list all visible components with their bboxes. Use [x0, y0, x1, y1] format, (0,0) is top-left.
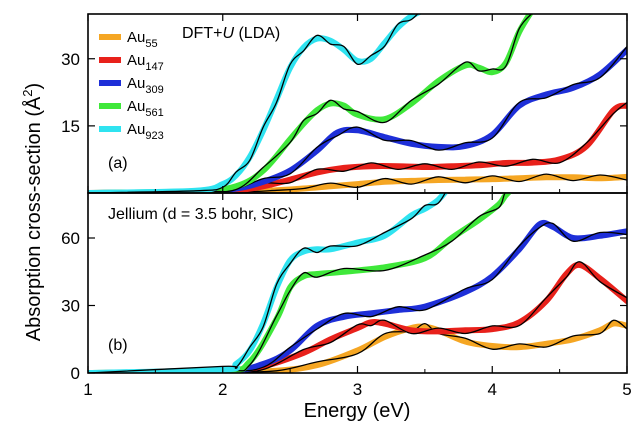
series-au309-raw-line	[88, 46, 627, 193]
x-tick-label: 3	[353, 380, 362, 399]
series-au561-raw-line	[88, 193, 506, 373]
series-au147-raw-line	[88, 261, 627, 373]
panel-b: 1 2 3 4 5 0 30 60 (b) Jellium (d = 3.5 bohr, SI…	[61, 192, 632, 399]
x-tick-label: 1	[83, 380, 92, 399]
y-axis-label-close: )	[23, 83, 45, 90]
panel-a-title-prefix: DFT+	[182, 25, 222, 42]
y-tick-label: 30	[61, 50, 80, 69]
legend-label-au309: Au309	[127, 75, 164, 96]
series-au923-raw-line	[88, 14, 419, 193]
series-au309-line	[88, 219, 627, 373]
y-tick-label: 15	[61, 117, 80, 136]
y-axis-label-superscript: 2	[20, 89, 35, 96]
panel-b-title: Jellium (d = 3.5 bohr, SIC)	[108, 206, 293, 223]
series-au923-raw-line	[88, 193, 446, 373]
legend-label-au561: Au561	[127, 98, 164, 119]
panel-a-label: (a)	[108, 155, 128, 172]
y-tick-label: 60	[61, 229, 80, 248]
legend-label-au55: Au55	[127, 29, 158, 50]
series-au55-raw-line	[88, 173, 627, 193]
series-au147-line	[88, 102, 627, 193]
panel-a: 15 30 (a) DFT+U (LDA) Au55Au147Au309Au561…	[61, 13, 628, 194]
x-axis-label: Energy (eV)	[304, 400, 411, 422]
y-axis-label: Absorption cross-section (Å2)	[20, 83, 45, 341]
legend-label-au147: Au147	[127, 52, 164, 73]
series-au561-line	[88, 193, 513, 373]
series-au309-raw-line	[88, 222, 627, 373]
series-au309-line	[88, 46, 627, 193]
panel-a-title: DFT+U (LDA)	[182, 25, 280, 42]
panel-b-label: (b)	[108, 337, 128, 354]
series-au147-line	[88, 261, 627, 373]
y-axis-label-main: Absorption cross-section (Å	[22, 96, 45, 341]
x-tick-label: 5	[622, 380, 631, 399]
legend-label-au923: Au923	[127, 121, 164, 142]
panel-b-frame	[87, 192, 628, 374]
x-tick-label: 2	[218, 380, 227, 399]
panel-a-title-suffix: (LDA)	[234, 25, 280, 42]
series-au561-raw-line	[88, 14, 533, 193]
series-au561-line	[88, 14, 534, 193]
y-tick-label: 30	[61, 297, 80, 316]
panel-a-title-italic: U	[222, 25, 234, 42]
y-tick-label: 0	[71, 364, 80, 383]
x-tick-label: 4	[488, 380, 497, 399]
